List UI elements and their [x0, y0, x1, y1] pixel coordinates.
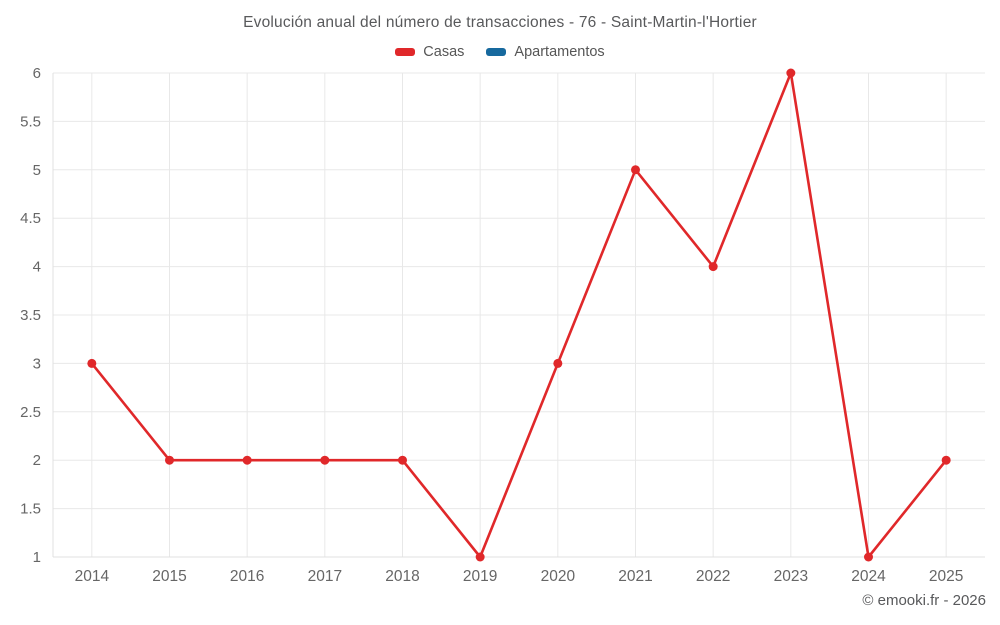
data-point-casas-2024[interactable] — [864, 552, 873, 562]
y-tick-label: 5.5 — [20, 113, 41, 130]
data-point-casas-2021[interactable] — [631, 165, 640, 175]
y-tick-label: 5 — [33, 162, 41, 179]
data-point-casas-2016[interactable] — [242, 455, 252, 465]
legend: Casas Apartamentos — [0, 44, 1000, 60]
x-tick-label: 2014 — [75, 568, 110, 585]
apartamentos-swatch-icon — [486, 48, 507, 56]
copyright-credit: © emooki.fr - 2026 — [862, 592, 986, 609]
x-tick-label: 2016 — [230, 568, 264, 585]
legend-label-apartamentos: Apartamentos — [514, 44, 605, 60]
x-tick-label: 2020 — [541, 568, 576, 585]
legend-item-apartamentos[interactable]: Apartamentos — [486, 44, 605, 60]
y-tick-label: 1 — [33, 549, 41, 566]
casas-swatch-icon — [395, 48, 416, 56]
x-tick-label: 2018 — [385, 568, 419, 585]
data-point-casas-2025[interactable] — [941, 455, 951, 465]
data-point-casas-2023[interactable] — [786, 68, 796, 78]
x-tick-label: 2025 — [929, 568, 963, 585]
page-title: Evolución anual del número de transaccio… — [243, 14, 757, 31]
x-tick-label: 2024 — [851, 568, 886, 585]
data-point-casas-2014[interactable] — [87, 358, 97, 368]
y-tick-label: 1.5 — [20, 501, 41, 518]
legend-item-casas[interactable]: Casas — [395, 44, 464, 60]
data-point-casas-2015[interactable] — [165, 455, 174, 465]
data-point-casas-2017[interactable] — [320, 455, 330, 465]
y-tick-label: 4 — [33, 259, 41, 276]
y-tick-label: 4.5 — [20, 210, 41, 227]
x-tick-label: 2017 — [308, 568, 342, 585]
y-tick-label: 6 — [33, 65, 41, 82]
y-tick-label: 3.5 — [20, 307, 41, 324]
y-tick-label: 2.5 — [20, 404, 41, 421]
legend-label-casas: Casas — [423, 44, 465, 60]
x-tick-label: 2022 — [696, 568, 730, 585]
x-tick-label: 2019 — [463, 568, 497, 585]
data-point-casas-2022[interactable] — [708, 262, 718, 272]
x-tick-label: 2023 — [774, 568, 808, 585]
data-point-casas-2018[interactable] — [398, 455, 407, 465]
series-line-casas — [90, 71, 948, 559]
y-tick-label: 2 — [33, 452, 41, 469]
x-tick-label: 2021 — [618, 568, 652, 585]
y-tick-label: 3 — [33, 355, 41, 372]
data-point-casas-2019[interactable] — [475, 552, 485, 562]
x-tick-label: 2015 — [152, 568, 186, 585]
data-point-casas-2020[interactable] — [553, 358, 563, 368]
